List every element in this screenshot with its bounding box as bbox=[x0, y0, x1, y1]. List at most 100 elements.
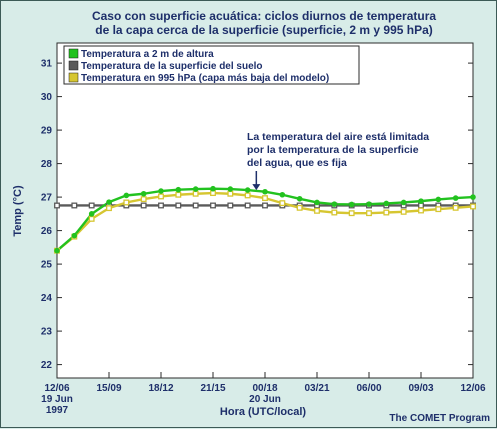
x-tick-label: 12/06 bbox=[460, 383, 485, 394]
data-point-series-2 bbox=[435, 206, 442, 213]
data-point-series-2 bbox=[227, 190, 234, 197]
series-markers bbox=[54, 185, 476, 254]
data-point-series-0 bbox=[331, 201, 338, 207]
annotation-line-1: La temperatura del aire está limitada bbox=[247, 131, 429, 143]
data-point-series-2 bbox=[175, 191, 182, 198]
data-point-series-2 bbox=[88, 215, 95, 222]
data-point-series-1 bbox=[210, 202, 216, 209]
y-tick-label: 24 bbox=[41, 293, 53, 304]
annotation-line-2: por la temperatura de la superficie bbox=[247, 144, 419, 156]
data-point-series-0 bbox=[54, 247, 60, 254]
data-point-series-2 bbox=[296, 204, 303, 211]
legend-label-ground: Temperatura de la superficie del suelo bbox=[81, 61, 263, 72]
data-point-series-0 bbox=[123, 192, 130, 199]
data-point-series-0 bbox=[227, 186, 234, 192]
data-point-series-2 bbox=[366, 210, 372, 217]
data-point-series-0 bbox=[296, 195, 303, 202]
data-point-series-0 bbox=[279, 191, 286, 198]
annotation-arrow-head bbox=[252, 184, 261, 191]
legend-swatch-ground bbox=[68, 60, 79, 71]
data-point-series-1 bbox=[227, 202, 234, 209]
data-point-series-0 bbox=[71, 232, 78, 239]
data-point-series-0 bbox=[106, 199, 112, 205]
y-tick-label: 28 bbox=[41, 159, 53, 170]
data-point-series-2 bbox=[470, 203, 476, 210]
data-point-series-2 bbox=[418, 207, 424, 214]
data-point-series-1 bbox=[158, 202, 164, 209]
data-point-series-0 bbox=[383, 200, 390, 207]
y-tick-label: 27 bbox=[41, 193, 53, 204]
x-tick-label: 18/12 bbox=[148, 383, 173, 394]
legend: Temperatura a 2 m de altura Temperatura … bbox=[63, 45, 360, 85]
data-point-series-0 bbox=[158, 188, 164, 194]
y-axis-label: Temp (°C) bbox=[12, 185, 24, 237]
data-point-series-0 bbox=[452, 195, 459, 201]
data-point-series-2 bbox=[158, 193, 164, 200]
data-point-series-2 bbox=[348, 210, 355, 217]
data-point-series-2 bbox=[452, 204, 459, 211]
data-point-series-1 bbox=[175, 202, 182, 209]
annotation: La temperatura del aire está limitada po… bbox=[247, 131, 429, 191]
chart-title-line-2: de la capa cerca de la superficie (super… bbox=[95, 23, 433, 37]
y-tick-label: 26 bbox=[41, 226, 53, 237]
data-point-series-2 bbox=[244, 192, 251, 199]
x-tick-label: 19 Jun bbox=[41, 394, 73, 405]
annotation-line-3: del agua, que es fija bbox=[247, 157, 347, 169]
data-point-series-0 bbox=[192, 186, 199, 192]
legend-swatch-995hpa bbox=[68, 72, 79, 83]
legend-box bbox=[63, 45, 360, 85]
data-point-series-2 bbox=[279, 200, 286, 207]
legend-label-2m: Temperatura a 2 m de altura bbox=[81, 49, 214, 60]
data-point-series-1 bbox=[192, 202, 199, 209]
y-tick-label: 25 bbox=[41, 260, 53, 271]
data-point-series-2 bbox=[123, 199, 130, 206]
data-point-series-1 bbox=[140, 202, 147, 209]
data-point-series-0 bbox=[366, 201, 372, 207]
data-point-series-1 bbox=[244, 202, 251, 209]
data-point-series-2 bbox=[262, 195, 268, 202]
x-tick-label: 09/03 bbox=[408, 383, 433, 394]
data-point-series-0 bbox=[140, 190, 147, 197]
data-point-series-0 bbox=[210, 185, 216, 192]
data-point-series-0 bbox=[470, 194, 476, 200]
x-tick-label: 15/09 bbox=[96, 383, 121, 394]
data-point-series-0 bbox=[262, 188, 268, 195]
data-point-series-1 bbox=[54, 202, 60, 209]
x-tick-label: 20 Jun bbox=[249, 394, 281, 405]
data-point-series-0 bbox=[314, 199, 320, 206]
x-axis-label: Hora (UTC/local) bbox=[220, 406, 307, 418]
x-tick-label: 1997 bbox=[46, 405, 69, 416]
chart-title-line-1: Caso con superficie acuática: ciclos diu… bbox=[92, 9, 436, 23]
x-tick-label: 00/18 bbox=[252, 383, 277, 394]
x-tick-label: 03/21 bbox=[304, 383, 329, 394]
y-tick-label: 23 bbox=[41, 327, 53, 338]
data-point-series-2 bbox=[140, 196, 147, 203]
data-point-series-0 bbox=[348, 201, 355, 208]
data-point-series-1 bbox=[262, 202, 268, 209]
data-point-series-2 bbox=[383, 209, 390, 216]
data-point-series-1 bbox=[88, 202, 95, 209]
data-point-series-0 bbox=[400, 199, 407, 206]
x-tick-label: 06/00 bbox=[356, 383, 381, 394]
credit-text: The COMET Program bbox=[389, 413, 490, 424]
data-point-series-0 bbox=[418, 198, 424, 204]
data-point-series-0 bbox=[88, 211, 95, 217]
data-point-series-2 bbox=[314, 207, 320, 214]
data-point-series-0 bbox=[435, 196, 442, 203]
data-point-series-2 bbox=[106, 205, 112, 212]
y-axis: 22 23 24 25 26 27 28 29 30 31 bbox=[41, 59, 473, 371]
x-tick-label: 21/15 bbox=[200, 383, 225, 394]
data-point-series-2 bbox=[331, 209, 338, 216]
data-point-series-2 bbox=[400, 208, 407, 215]
y-tick-label: 22 bbox=[41, 360, 53, 371]
y-tick-label: 31 bbox=[41, 59, 53, 70]
y-tick-label: 30 bbox=[41, 92, 53, 103]
x-tick-label: 12/06 bbox=[44, 383, 69, 394]
legend-swatch-2m bbox=[68, 48, 79, 59]
data-point-series-0 bbox=[244, 187, 251, 193]
data-point-series-0 bbox=[175, 186, 182, 193]
legend-label-995hpa: Temperatura en 995 hPa (capa más baja de… bbox=[81, 73, 329, 84]
